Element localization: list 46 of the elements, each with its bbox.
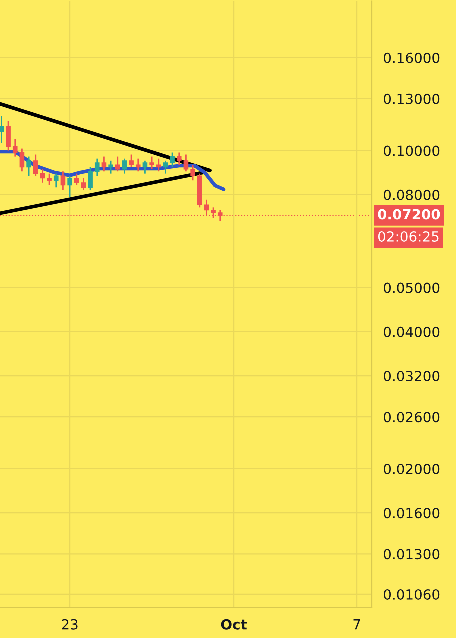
candlestick — [150, 156, 154, 170]
candlestick — [81, 178, 86, 191]
x-tick-label: 7 — [354, 620, 360, 630]
y-tick-label: 0.01300 — [384, 549, 440, 560]
candlestick — [184, 154, 189, 172]
text: 02:06:25 — [378, 231, 439, 242]
candlestick — [26, 156, 32, 177]
y-tick-label: 0.01600 — [384, 508, 440, 519]
candlestick — [170, 152, 175, 168]
candlestick — [12, 138, 18, 158]
candlestick — [47, 173, 52, 186]
candlestick — [33, 154, 38, 177]
y-tick-label: 0.04000 — [384, 326, 440, 338]
candlestick — [190, 164, 196, 182]
ref-line-label: 0.07200 — [378, 209, 440, 220]
y-tick-label: 0.16000 — [384, 52, 440, 64]
candlestick — [40, 168, 46, 184]
candlestick — [176, 152, 182, 166]
y-tick-label: 0.08000 — [384, 190, 440, 200]
candlestick — [74, 173, 80, 186]
candlestick — [68, 175, 72, 198]
candlestick — [142, 160, 148, 175]
candlestick — [136, 158, 141, 172]
candlestick — [88, 166, 93, 191]
candlestick — [0, 116, 4, 144]
candlestick — [6, 120, 11, 152]
x-tick-label: 23 — [62, 619, 78, 630]
candlestick — [163, 160, 168, 175]
y-tick-label: 0.05000 — [384, 282, 440, 294]
candlestick — [156, 158, 162, 172]
candlestick — [54, 173, 59, 188]
candlestick — [122, 158, 128, 175]
candlestick — [129, 154, 134, 168]
y-tick-label: 0.02600 — [384, 412, 440, 423]
candlestick — [60, 170, 66, 191]
x-tick-label: Oct — [221, 619, 248, 630]
candlestick — [20, 148, 25, 172]
candlestick — [94, 158, 100, 177]
candlestick — [102, 156, 107, 172]
y-tick-label: 0.03200 — [384, 371, 440, 382]
candlestick — [115, 156, 120, 172]
y-tick-label: 0.02000 — [384, 464, 440, 474]
candlestick — [108, 160, 114, 175]
y-tick-label: 0.10000 — [384, 146, 440, 156]
y-tick-label: 0.01060 — [384, 589, 440, 600]
y-tick-label: 0.13000 — [384, 94, 440, 104]
